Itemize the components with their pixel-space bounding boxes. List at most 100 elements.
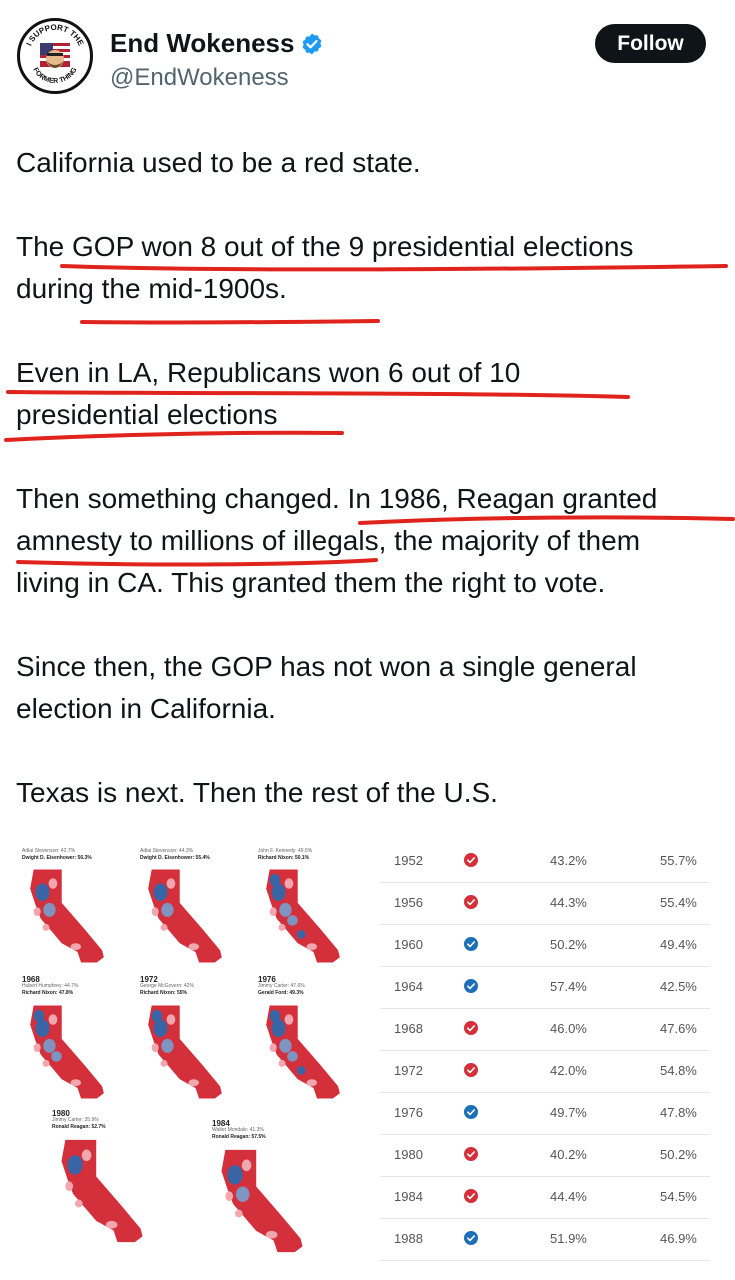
tweet-line: presidential elections [16,399,278,430]
map-caption-winner: Richard Nixon: 55% [140,990,187,996]
county-pink [48,878,58,889]
county-blue [43,1038,56,1053]
row-rep-share: 49.4% [660,937,697,952]
display-name-row[interactable]: End Wokeness [110,28,324,59]
county-blue [67,1155,83,1175]
map-caption-loser: Adlai Stevenson: 44.3% [140,848,194,854]
table-row: 1988 51.9% 46.9% [380,1218,710,1261]
map-caption-loser: George McGovern: 42% [140,983,194,989]
state-shape [221,1149,303,1253]
row-rep-share: 46.9% [660,1231,697,1246]
republican-check-icon [464,1147,478,1161]
row-rep-share: 54.8% [660,1063,697,1078]
map-caption-loser: Hubert Humphrey: 44.7% [22,983,79,989]
row-dem-share: 50.2% [550,937,587,952]
map-caption-winner: Richard Nixon: 50.1% [258,855,310,861]
county-blue [287,915,298,926]
county-pink [166,1014,176,1025]
row-rep-share: 42.5% [660,979,697,994]
election-map: Adlai Stevenson: 44.3% Dwight D. Eisenhow… [140,848,245,978]
county-pink [265,1230,278,1239]
row-year: 1980 [394,1147,423,1162]
county-blue [269,873,281,887]
democrat-check-icon [464,1105,478,1119]
county-pink [105,1220,118,1229]
tweet-line: California used to be a red state. [16,147,421,178]
map-caption-loser: Walter Mondale: 41.3% [212,1127,264,1133]
republican-check-icon [464,853,478,867]
republican-check-icon [464,1063,478,1077]
row-rep-share: 47.8% [660,1105,697,1120]
california-map [148,869,222,963]
map-caption: 1980 Jimmy Carter: 35.9% Ronald Reagan: 52… [52,1110,106,1131]
row-year: 1984 [394,1189,423,1204]
county-pink [284,1014,294,1025]
map-caption: Adlai Stevenson: 44.3% Dwight D. Eisenhow… [140,848,210,862]
county-pink [188,943,200,951]
map-caption-loser: Jimmy Carter: 35.9% [52,1117,99,1123]
california-map [221,1149,303,1253]
map-caption-year: 1972 [140,975,158,984]
map-caption-winner: Ronald Reagan: 52.7% [52,1124,106,1130]
row-dem-share: 46.0% [550,1021,587,1036]
verified-badge-icon [303,33,322,54]
county-pink [306,943,318,951]
map-caption-loser: John F. Kennedy: 49.6% [258,848,313,854]
map-caption: 1968 Hubert Humphrey: 44.7% Richard Nixon:… [22,976,78,997]
row-dem-share: 44.3% [550,895,587,910]
county-blue [161,1038,174,1053]
election-map: 1972 George McGovern: 42% Richard Nixon: 5… [140,976,245,1106]
county-pink [48,1014,58,1025]
election-map: 1980 Jimmy Carter: 35.9% Ronald Reagan: 52… [52,1110,157,1243]
display-name[interactable]: End Wokeness [110,28,295,58]
county-pink [188,1079,200,1087]
map-caption-winner: Gerald Ford: 49.3% [258,990,304,996]
county-pink [284,878,294,889]
map-caption-year: 1984 [212,1119,230,1128]
row-year: 1964 [394,979,423,994]
county-pink [81,1149,92,1162]
county-pink [241,1159,252,1172]
county-blue [153,1019,168,1038]
row-year: 1976 [394,1105,423,1120]
row-rep-share: 50.2% [660,1147,697,1162]
tweet-line: election in California. [16,693,276,724]
table-row: 1976 49.7% 47.8% [380,1092,710,1135]
county-blue [35,1019,50,1038]
tweet-paragraph: Texas is next. Then the rest of the U.S. [16,772,498,814]
underline-stroke [80,319,380,325]
democrat-check-icon [464,937,478,951]
row-dem-share: 49.7% [550,1105,587,1120]
attached-image[interactable]: Adlai Stevenson: 42.7% Dwight D. Eisenhow… [0,830,735,1280]
tweet-paragraph: Then something changed. In 1986, Reagan … [16,478,657,604]
county-pink [160,1059,168,1067]
row-year: 1988 [394,1231,423,1246]
table-row: 1956 44.3% 55.4% [380,882,710,925]
county-pink [70,1079,82,1087]
county-blue [43,902,56,917]
tweet-paragraph: Since then, the GOP has not won a single… [16,646,637,730]
tweet-header: I SUPPORT THE FORMER THING End Wokeness … [0,0,735,110]
map-caption-loser: Jimmy Carter: 47.6% [258,983,305,989]
map-caption: John F. Kennedy: 49.6% Richard Nixon: 50.… [258,848,312,862]
california-map [266,1005,340,1099]
county-pink [225,1191,234,1201]
republican-check-icon [464,1189,478,1203]
table-row: 1980 40.2% 50.2% [380,1134,710,1177]
county-pink [306,1079,318,1087]
row-dem-share: 51.9% [550,1231,587,1246]
county-pink [151,1043,159,1052]
table-row: 1968 46.0% 47.6% [380,1008,710,1051]
county-pink [70,943,82,951]
county-pink [278,923,286,931]
row-year: 1960 [394,937,423,952]
tweet-line: amnesty to millions of illegals, the maj… [16,525,641,556]
map-caption-winner: Dwight D. Eisenhower: 55.4% [140,855,210,861]
follow-button[interactable]: Follow [595,24,706,63]
avatar[interactable]: I SUPPORT THE FORMER THING [17,18,93,94]
handle[interactable]: @EndWokeness [110,64,289,91]
row-rep-share: 54.5% [660,1189,697,1204]
table-row: 1984 44.4% 54.5% [380,1176,710,1219]
state-shape [30,869,104,963]
county-pink [269,1043,277,1052]
